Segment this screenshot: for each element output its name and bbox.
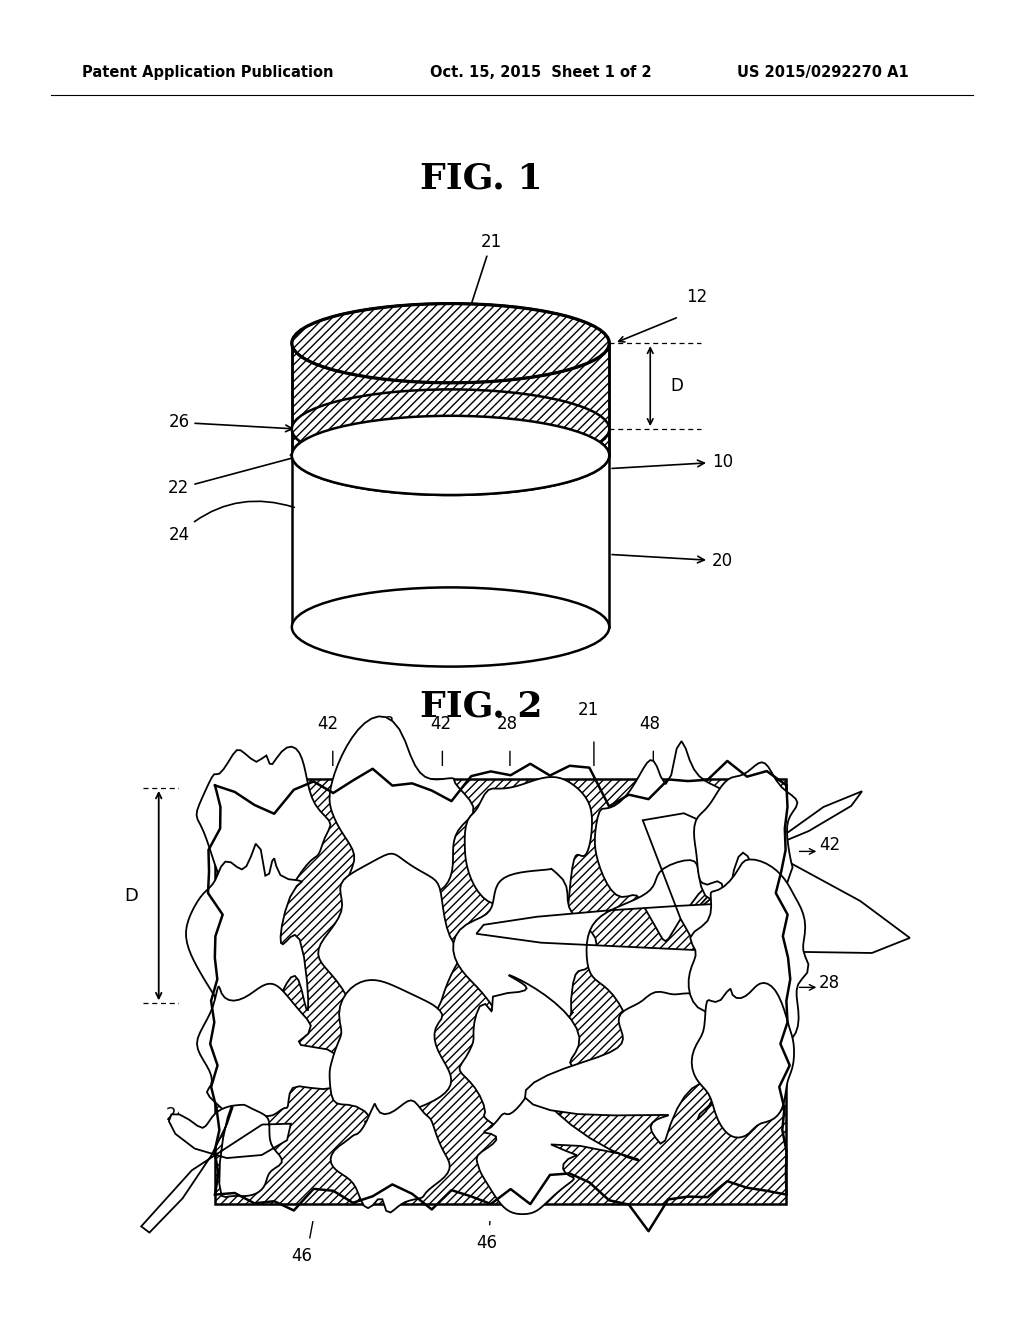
Text: 26: 26 [198,822,219,841]
Text: D: D [671,378,684,395]
Ellipse shape [292,416,609,495]
Text: FIG. 1: FIG. 1 [420,161,543,195]
Text: Oct. 15, 2015  Sheet 1 of 2: Oct. 15, 2015 Sheet 1 of 2 [430,65,651,81]
Text: 28: 28 [179,1040,201,1059]
Polygon shape [694,763,798,913]
Text: US 2015/0292270 A1: US 2015/0292270 A1 [737,65,909,81]
Text: 21: 21 [461,232,502,333]
Text: 21: 21 [579,701,599,719]
Polygon shape [331,1101,450,1213]
Polygon shape [689,859,808,1052]
Polygon shape [476,1085,639,1214]
Text: 42: 42 [819,836,841,854]
Polygon shape [292,455,609,627]
Ellipse shape [292,587,609,667]
Text: 42: 42 [317,714,338,733]
Ellipse shape [292,389,609,469]
Polygon shape [215,779,786,1204]
Text: D: D [124,887,138,904]
Text: 10: 10 [612,453,733,471]
Text: 24: 24 [166,1106,187,1125]
Text: 24: 24 [168,502,294,544]
Text: 20: 20 [612,552,733,570]
Polygon shape [465,777,592,931]
Ellipse shape [292,416,609,495]
Polygon shape [186,843,308,1022]
Polygon shape [330,979,452,1140]
Ellipse shape [292,389,609,469]
Text: 28: 28 [819,974,841,993]
Text: 48: 48 [640,714,660,733]
Polygon shape [595,741,862,941]
Polygon shape [476,813,910,1074]
Text: Patent Application Publication: Patent Application Publication [82,65,334,81]
Polygon shape [691,983,794,1138]
Text: 42: 42 [430,714,451,733]
Text: 12: 12 [819,902,841,920]
Text: 46: 46 [292,1247,312,1266]
Polygon shape [454,869,596,1031]
Polygon shape [141,1105,291,1233]
Text: 26: 26 [168,413,292,432]
Polygon shape [197,747,331,904]
Polygon shape [179,766,799,1221]
Polygon shape [292,343,609,429]
Text: 28: 28 [374,714,394,733]
Text: 28: 28 [497,714,517,733]
Text: 12: 12 [686,288,708,306]
Polygon shape [525,991,755,1143]
Polygon shape [197,983,350,1123]
Ellipse shape [292,304,609,383]
Polygon shape [460,975,580,1137]
Text: FIG. 2: FIG. 2 [420,689,543,723]
Text: 46: 46 [476,1234,497,1253]
Polygon shape [330,717,473,911]
Text: 22: 22 [168,455,298,498]
Polygon shape [318,854,461,1048]
Polygon shape [292,429,609,455]
